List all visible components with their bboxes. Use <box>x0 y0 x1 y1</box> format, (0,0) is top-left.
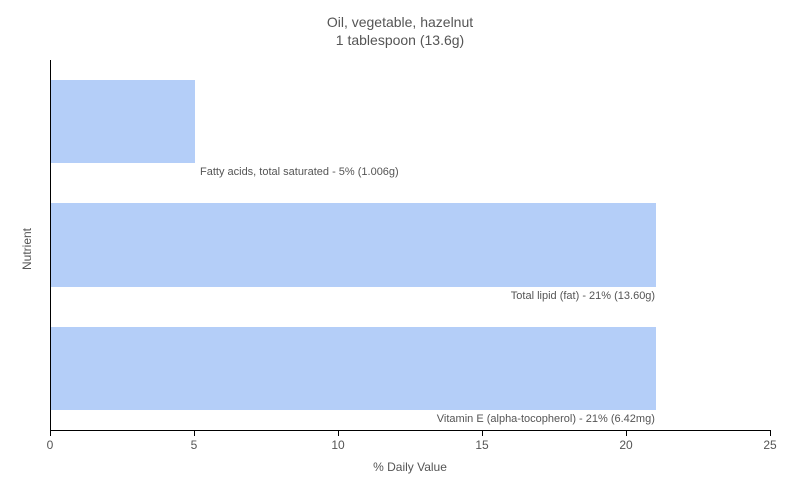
x-tick <box>338 430 339 436</box>
x-tick <box>482 430 483 436</box>
x-tick <box>50 430 51 436</box>
x-tick-label: 25 <box>755 438 785 452</box>
x-tick <box>770 430 771 436</box>
chart-title-line1: Oil, vegetable, hazelnut <box>0 14 800 30</box>
chart-title-line2: 1 tablespoon (13.6g) <box>0 32 800 48</box>
x-axis-line <box>50 430 770 431</box>
x-tick <box>194 430 195 436</box>
x-tick-label: 20 <box>611 438 641 452</box>
bar-label-saturated: Fatty acids, total saturated - 5% (1.006… <box>200 166 399 178</box>
x-tick-label: 0 <box>35 438 65 452</box>
bar-totalfat <box>51 203 656 286</box>
x-tick-label: 15 <box>467 438 497 452</box>
x-tick-label: 5 <box>179 438 209 452</box>
x-tick-label: 10 <box>323 438 353 452</box>
bar-label-vitaminE: Vitamin E (alpha-tocopherol) - 21% (6.42… <box>437 413 655 425</box>
x-tick <box>626 430 627 436</box>
bar-saturated <box>51 80 195 163</box>
nutrition-chart: Oil, vegetable, hazelnut 1 tablespoon (1… <box>0 0 800 500</box>
bar-vitaminE <box>51 327 656 410</box>
x-axis-label: % Daily Value <box>360 460 460 474</box>
bar-label-totalfat: Total lipid (fat) - 21% (13.60g) <box>511 290 655 302</box>
y-axis-label: Nutrient <box>20 228 34 270</box>
